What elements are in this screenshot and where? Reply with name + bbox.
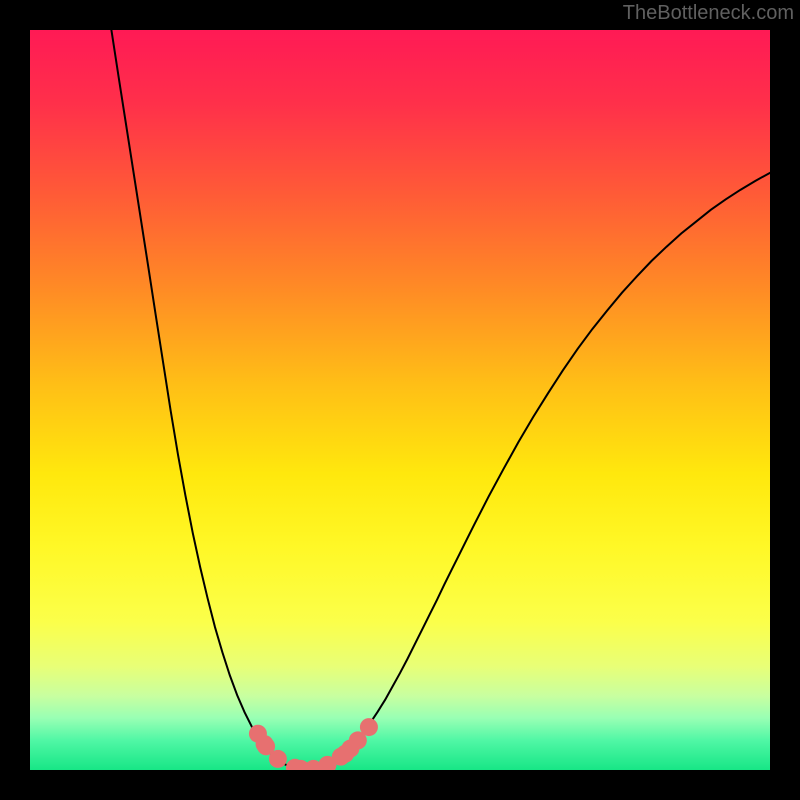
data-marker [360, 718, 378, 736]
chart-frame [30, 30, 770, 770]
watermark-text: TheBottleneck.com [623, 2, 794, 25]
bottleneck-chart [30, 30, 770, 770]
gradient-background [30, 30, 770, 770]
data-marker [269, 750, 287, 768]
